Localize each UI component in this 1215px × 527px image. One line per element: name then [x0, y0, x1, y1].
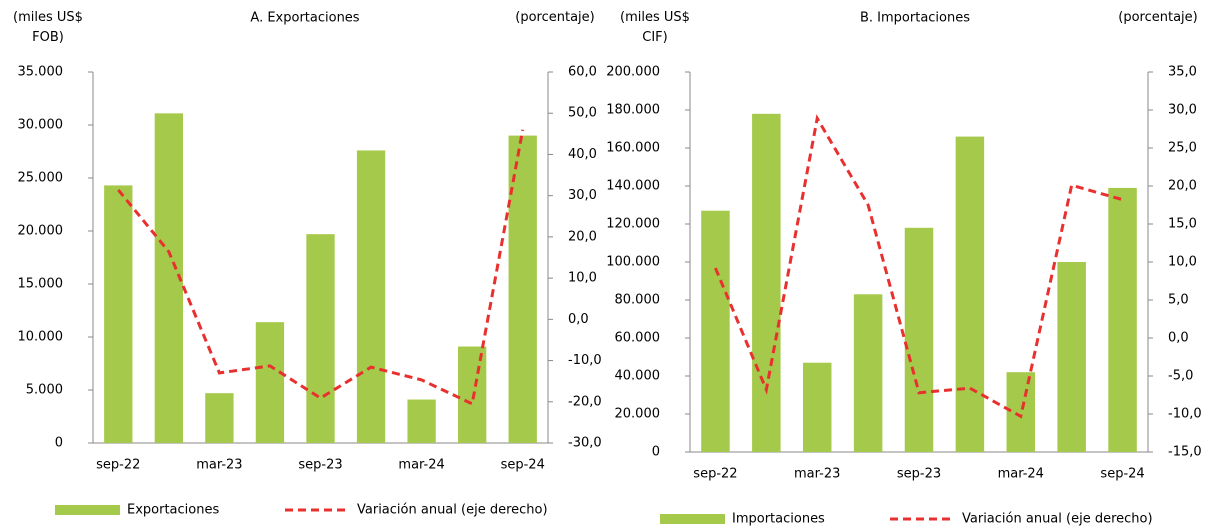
x-tick-label: mar-23: [196, 458, 242, 473]
bar: [802, 362, 832, 452]
legend-label: Variación anual (eje derecho): [962, 512, 1153, 527]
line: [714, 114, 1123, 419]
y-tick-label: 80.000: [615, 293, 661, 308]
x-tick-label: sep-24: [1100, 467, 1144, 482]
y2-tick-label: 60,0: [568, 65, 597, 80]
bar: [306, 234, 335, 443]
legend-label: Importaciones: [732, 512, 825, 527]
legend-swatch: [55, 505, 120, 515]
y-tick-label: 15.000: [18, 277, 64, 292]
line: [117, 129, 525, 407]
y2-tick-label: 10,0: [568, 271, 597, 286]
x-tick-label: sep-22: [693, 467, 737, 482]
bar: [1108, 187, 1137, 452]
y-tick-label: 30.000: [18, 118, 64, 133]
bar: [701, 210, 730, 452]
y-tick-label: 180.000: [606, 103, 660, 118]
x-tick-label: sep-23: [298, 458, 342, 473]
x-tick-label: mar-24: [398, 458, 444, 473]
y-tick-label: 35.000: [18, 65, 64, 80]
bar: [853, 294, 883, 452]
y-tick-label: 0: [652, 445, 660, 460]
y2-tick-label: 20,0: [568, 229, 597, 244]
y-tick-label: 200.000: [606, 65, 660, 80]
bar: [205, 393, 234, 443]
y2-tick-label: -15,0: [1168, 445, 1202, 460]
y2-axis-label: (porcentaje): [515, 10, 595, 25]
y2-tick-label: 35,0: [1168, 65, 1197, 80]
y2-tick-label: 0,0: [1168, 331, 1189, 346]
y2-tick-label: 30,0: [1168, 103, 1197, 118]
legend-label: Exportaciones: [127, 503, 219, 518]
y-tick-label: 10.000: [18, 330, 64, 345]
y2-tick-label: 40,0: [568, 147, 597, 162]
y-tick-label: 20.000: [615, 407, 661, 422]
bar: [407, 399, 436, 443]
y2-tick-label: -30,0: [568, 436, 602, 451]
bar: [752, 113, 781, 453]
y-tick-label: 120.000: [606, 217, 660, 232]
x-tick-label: mar-24: [998, 467, 1044, 482]
y-tick-label: 140.000: [606, 179, 660, 194]
bar: [255, 322, 285, 443]
x-tick-label: sep-24: [501, 458, 545, 473]
y2-tick-label: -20,0: [568, 394, 602, 409]
bar: [356, 150, 386, 443]
y-tick-label: 20.000: [18, 224, 64, 239]
x-tick-label: mar-23: [794, 467, 840, 482]
bar: [508, 135, 537, 443]
bar: [458, 346, 487, 443]
y-axis-label: (miles US$ FOB): [13, 10, 83, 45]
y2-tick-label: -10,0: [568, 353, 602, 368]
bar: [1006, 372, 1036, 452]
bar: [1057, 262, 1086, 452]
y2-tick-label: 20,0: [1168, 179, 1197, 194]
y-tick-label: 25.000: [18, 171, 64, 186]
y-tick-label: 5.000: [26, 383, 63, 398]
y-tick-label: 160.000: [606, 141, 660, 156]
y-tick-label: 60.000: [615, 331, 661, 346]
chart-title: A. Exportaciones: [250, 11, 359, 26]
y2-tick-label: 0,0: [568, 312, 589, 327]
y2-tick-label: 25,0: [1168, 141, 1197, 156]
legend-label: Variación anual (eje derecho): [357, 503, 548, 518]
y-tick-label: 100.000: [606, 255, 660, 270]
y-axis-label: (miles US$ CIF): [620, 10, 690, 45]
y-tick-label: 0: [55, 436, 63, 451]
bar: [104, 185, 133, 444]
y2-tick-label: -10,0: [1168, 407, 1202, 422]
bar: [904, 227, 934, 452]
y2-tick-label: -5,0: [1168, 369, 1193, 384]
x-tick-label: sep-22: [96, 458, 140, 473]
chart-title: B. Importaciones: [860, 11, 970, 26]
y2-tick-label: 15,0: [1168, 217, 1197, 232]
y2-tick-label: 50,0: [568, 106, 597, 121]
y2-tick-label: 5,0: [1168, 293, 1189, 308]
x-tick-label: sep-23: [897, 467, 941, 482]
y2-tick-label: 10,0: [1168, 255, 1197, 270]
legend-swatch: [660, 514, 725, 524]
y-tick-label: 40.000: [615, 369, 661, 384]
y2-tick-label: 30,0: [568, 188, 597, 203]
y2-axis-label: (porcentaje): [1118, 10, 1198, 25]
bar: [955, 136, 985, 452]
